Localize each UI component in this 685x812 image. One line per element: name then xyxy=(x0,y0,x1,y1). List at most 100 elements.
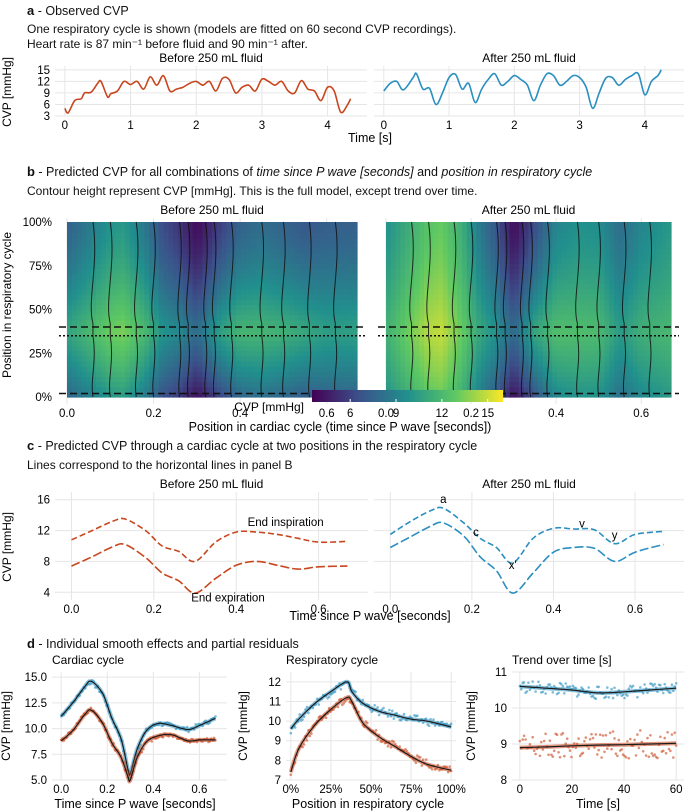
residual-point xyxy=(424,758,428,761)
heatmap-cell xyxy=(178,386,184,393)
heatmap-cell xyxy=(538,304,544,311)
heatmap-cell xyxy=(628,283,634,290)
heatmap-cell xyxy=(490,386,496,393)
heatmap-cell xyxy=(623,268,629,275)
heatmap-cell xyxy=(490,268,496,275)
heatmap-cell xyxy=(585,252,591,259)
heatmap-cell xyxy=(245,242,252,249)
heatmap-cell xyxy=(270,314,276,321)
heatmap-cell xyxy=(485,252,492,259)
heatmap-cell xyxy=(438,345,444,352)
residual-point xyxy=(662,749,665,753)
x-tick-label: 0.6 xyxy=(319,408,335,420)
heatmap-cell xyxy=(158,319,165,326)
heatmap-cell xyxy=(197,319,203,326)
residual-point xyxy=(626,740,629,743)
heatmap-cell xyxy=(466,278,473,285)
heatmap-cell xyxy=(490,258,496,264)
heatmap-cell xyxy=(500,355,506,362)
heatmap-cell xyxy=(419,252,425,259)
heatmap-cell xyxy=(96,340,102,347)
heatmap-cell xyxy=(466,227,473,233)
heatmap-cell xyxy=(270,273,276,280)
heatmap-cell xyxy=(100,304,107,311)
heatmap-cell xyxy=(604,299,610,305)
heatmap-cell xyxy=(566,314,572,321)
heatmap-cell xyxy=(462,330,468,336)
heatmap-cell xyxy=(342,278,348,285)
heatmap-cell xyxy=(438,304,444,311)
heatmap-cell xyxy=(337,376,344,383)
heatmap-cell xyxy=(519,335,525,341)
residual-point xyxy=(557,691,560,695)
x-axis-label: Position in cardiac cycle (time since P … xyxy=(189,420,492,434)
heatmap-cell xyxy=(323,227,329,233)
heatmap-cell xyxy=(666,330,672,336)
heatmap-cell xyxy=(231,330,237,336)
heatmap-cell xyxy=(71,330,78,336)
heatmap-cell xyxy=(294,273,300,280)
heatmap-cell xyxy=(633,273,639,280)
residual-point xyxy=(594,697,598,700)
heatmap-cell xyxy=(221,222,228,228)
heatmap-cell xyxy=(347,376,353,383)
heatmap-cell xyxy=(221,381,228,388)
heatmap-cell xyxy=(178,376,184,383)
heatmap-cell xyxy=(125,263,131,269)
heatmap-cell xyxy=(173,381,179,388)
heatmap-cell xyxy=(457,232,463,239)
heatmap-cell xyxy=(652,335,658,341)
heatmap-cell xyxy=(647,252,653,259)
heatmap-cell xyxy=(580,278,587,285)
heatmap-cell xyxy=(173,376,179,383)
heatmap-cell xyxy=(419,268,425,275)
heatmap-cell xyxy=(115,268,121,275)
heatmap-cell xyxy=(443,247,449,254)
heatmap-cell xyxy=(623,258,629,264)
heatmap-cell xyxy=(270,304,276,311)
heatmap-cell xyxy=(504,355,511,362)
residual-point xyxy=(414,761,418,764)
residual-point xyxy=(674,682,678,685)
heatmap-cell xyxy=(294,355,300,362)
heatmap-cell xyxy=(623,360,629,367)
heatmap-cell xyxy=(419,247,425,254)
heatmap-cell xyxy=(414,319,420,326)
heatmap-cell xyxy=(576,386,582,393)
heatmap-cell xyxy=(187,314,194,321)
heatmap-cell xyxy=(110,252,116,259)
heatmap-cell xyxy=(509,355,515,362)
heatmap-cell xyxy=(495,294,501,300)
heatmap-cell xyxy=(250,263,257,269)
heatmap-cell xyxy=(452,319,458,326)
heatmap-cell xyxy=(294,294,300,300)
heatmap-cell xyxy=(538,371,544,378)
heatmap-cell xyxy=(332,314,339,321)
heatmap-cell xyxy=(270,345,276,352)
heatmap-cell xyxy=(571,252,577,259)
heatmap-cell xyxy=(294,227,300,233)
heatmap-cell xyxy=(236,232,242,239)
heatmap-cell xyxy=(226,288,232,295)
heatmap-cell xyxy=(533,355,539,362)
heatmap-cell xyxy=(120,386,126,393)
heatmap-cell xyxy=(424,340,430,347)
heatmap-cell xyxy=(405,360,411,367)
residual-point xyxy=(525,690,529,693)
heatmap-cell xyxy=(154,237,160,244)
heatmap-cell xyxy=(519,247,525,254)
heatmap-cell xyxy=(637,314,644,321)
heatmap-cell xyxy=(226,371,232,378)
residual-point xyxy=(643,683,646,686)
heatmap-cell xyxy=(523,309,530,316)
heatmap-cell xyxy=(67,304,73,311)
heatmap-cell xyxy=(547,355,553,362)
heatmap-cell xyxy=(328,263,334,269)
heatmap-cell xyxy=(129,273,136,280)
heatmap-cell xyxy=(500,258,506,264)
heatmap-cell xyxy=(347,247,353,254)
heatmap-cell xyxy=(623,381,629,388)
heatmap-cell xyxy=(395,299,401,305)
heatmap-cell xyxy=(105,227,112,233)
heatmap-cell xyxy=(318,309,324,316)
